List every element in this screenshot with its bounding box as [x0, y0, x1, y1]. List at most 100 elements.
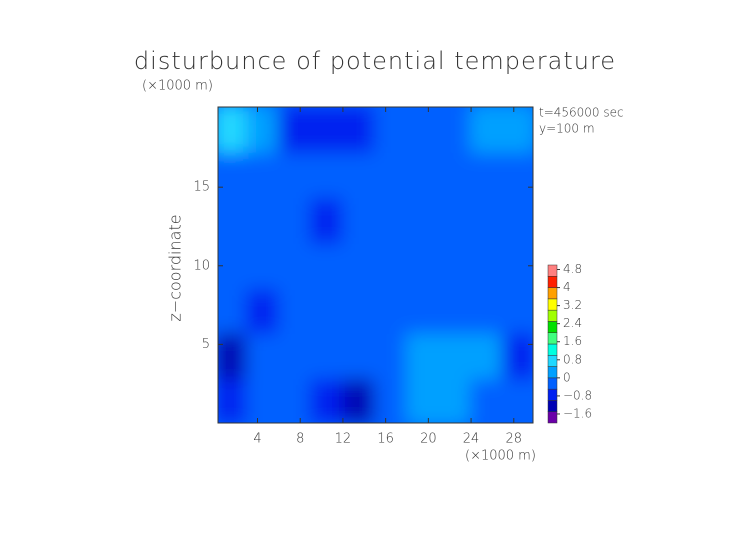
- field-cell: [341, 107, 376, 153]
- x-tick-label: 20: [420, 432, 437, 447]
- field-cell: [245, 331, 280, 380]
- field-cell: [406, 150, 441, 199]
- x-tick-label: 24: [463, 432, 480, 447]
- colorbar-tick-label: 3.2: [563, 298, 582, 312]
- field-cell: [470, 196, 505, 244]
- colorbar-tick-label: 0.8: [563, 352, 582, 366]
- x-tick-label: 16: [377, 432, 394, 447]
- colorbar-tick-label: 4: [563, 280, 571, 294]
- y-tick-label: 10: [193, 258, 210, 273]
- field-cell: [502, 150, 533, 199]
- field-cell: [245, 107, 280, 153]
- colorbar-tick-label: −1.6: [563, 406, 592, 420]
- field-cell: [309, 286, 344, 334]
- field-cell: [502, 107, 533, 153]
- colorbar-band: [547, 400, 558, 412]
- field-cell: [406, 241, 441, 290]
- field-cell: [245, 377, 280, 423]
- colorbar-band: [547, 366, 558, 379]
- y-unit-label: (×1000 m): [142, 79, 213, 94]
- colorbar-band: [547, 298, 558, 311]
- field-cell: [438, 107, 473, 153]
- field-cell: [406, 377, 441, 423]
- field-cell: [218, 196, 248, 244]
- colorbar-band: [547, 332, 558, 345]
- field-cell: [470, 107, 505, 153]
- field-cell: [502, 286, 533, 334]
- field-cell: [373, 377, 408, 423]
- field-cell: [309, 150, 344, 199]
- colorbar-band: [547, 377, 558, 390]
- field-cell: [470, 241, 505, 290]
- x-unit-label: (×1000 m): [465, 449, 536, 464]
- field-cell: [502, 196, 533, 244]
- field-blur: [218, 107, 533, 423]
- field-cell: [245, 150, 280, 199]
- plot-frame: [217, 106, 534, 424]
- field-cell: [470, 286, 505, 334]
- colorbar-band: [547, 388, 558, 401]
- field-cell: [406, 107, 441, 153]
- field-cell: [341, 286, 376, 334]
- field-cell: [341, 241, 376, 290]
- field-cell: [218, 377, 248, 423]
- field-cell: [438, 331, 473, 380]
- field-cell: [341, 377, 376, 423]
- x-tick-label: 28: [506, 432, 523, 447]
- field-cell: [341, 331, 376, 380]
- field-cell: [470, 150, 505, 199]
- field-cell: [438, 196, 473, 244]
- y-axis-label: z−coordinate: [166, 214, 185, 321]
- field-cell: [470, 331, 505, 380]
- field-cell: [277, 196, 312, 244]
- colorbar-tick-label: 0: [563, 370, 571, 384]
- colorbar-band: [547, 355, 558, 367]
- field-cell: [502, 241, 533, 290]
- colorbar-band: [547, 264, 558, 277]
- field-cell: [373, 150, 408, 199]
- field-cell: [438, 150, 473, 199]
- field-cell: [406, 196, 441, 244]
- y-tick-label: 15: [193, 180, 210, 195]
- field-cell: [341, 150, 376, 199]
- field-cell: [373, 241, 408, 290]
- colorbar-band: [547, 287, 558, 300]
- y-tick-label: 5: [202, 337, 210, 352]
- field-cell: [470, 377, 505, 423]
- field-cell: [277, 107, 312, 153]
- colorbar-band: [547, 321, 558, 333]
- x-tick-label: 8: [296, 432, 304, 447]
- field-cell: [218, 286, 248, 334]
- field-cell: [341, 196, 376, 244]
- field-cell: [277, 331, 312, 380]
- colorbar-band: [547, 411, 558, 424]
- field-cell: [277, 377, 312, 423]
- field-cell: [309, 241, 344, 290]
- colorbar-band: [547, 309, 558, 322]
- field-cell: [245, 196, 280, 244]
- field-cell: [277, 241, 312, 290]
- field-cell: [438, 241, 473, 290]
- field-cell: [245, 286, 280, 334]
- field-cell: [502, 331, 533, 380]
- field-cell: [373, 107, 408, 153]
- field-cell: [502, 377, 533, 423]
- field-cell: [277, 286, 312, 334]
- axes: 4 8 12 16 20 24 28 5 10 15 4.8 4 3.2 2.4 1.6 0.8 0 −0.8 −1…: [193, 106, 592, 447]
- field-cell: [245, 241, 280, 290]
- x-tick-label: 12: [335, 432, 352, 447]
- field-cell: [438, 286, 473, 334]
- field-cell: [406, 286, 441, 334]
- field-cell: [373, 286, 408, 334]
- chart-title: disturbunce of potential temperature: [134, 47, 616, 75]
- annotation: t=456000 sec: [539, 106, 624, 120]
- x-tick-label: 4: [253, 432, 261, 447]
- field-cell: [373, 196, 408, 244]
- field-cell: [406, 331, 441, 380]
- field: [218, 107, 533, 423]
- colorbar-tick-label: −0.8: [563, 388, 592, 402]
- field-cell: [218, 107, 248, 153]
- field-cell: [309, 377, 344, 423]
- field-cell: [373, 331, 408, 380]
- field-cell: [218, 331, 248, 380]
